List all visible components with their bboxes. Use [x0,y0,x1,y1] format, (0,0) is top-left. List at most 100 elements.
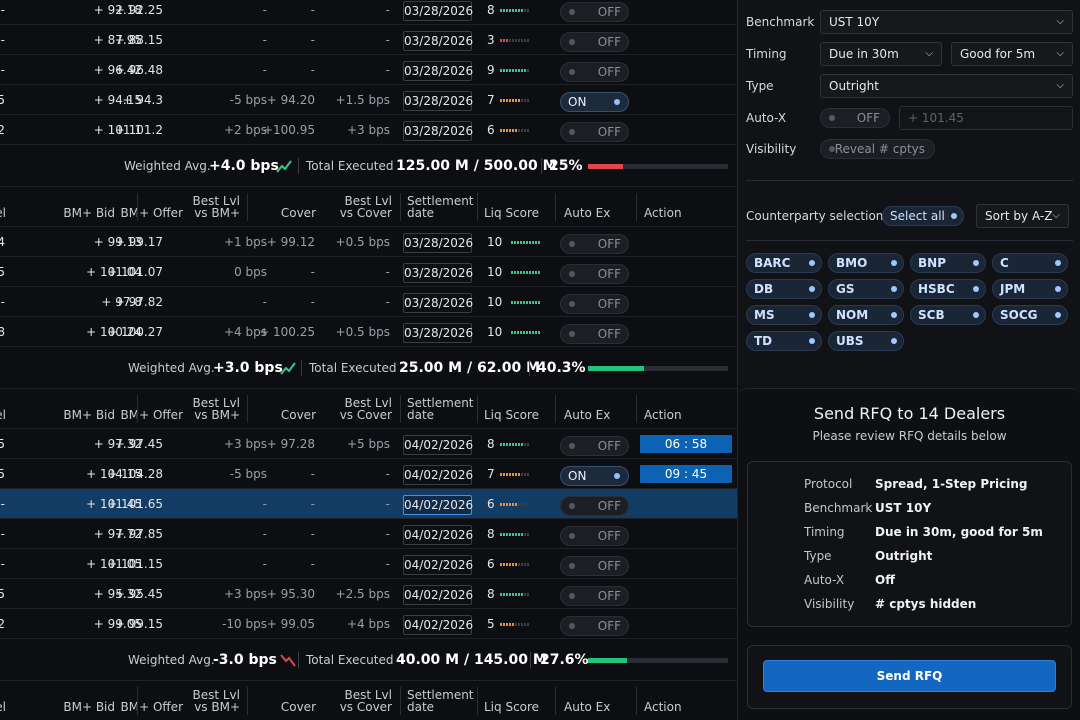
liq-dot [524,443,526,446]
action-timer[interactable]: 09 : 45 [640,465,732,483]
settlement-date-input[interactable]: 04/02/2026 [403,585,473,605]
counterparty-chip[interactable]: BMO [828,253,904,273]
liq-dot [503,593,505,596]
best-lvl-vs-cover: - [385,3,390,17]
auto-ex-toggle[interactable]: OFF [560,496,629,516]
liq-dot [524,99,526,102]
settlement-date-input[interactable]: 04/02/2026 [403,615,473,635]
table-row[interactable]: 28 + 100.24+ 100.27 +4 bps+ 100.25 +0.5 bps… [0,317,737,347]
liq-dot [503,473,505,476]
counterparty-chip[interactable]: UBS [828,331,904,351]
table-row[interactable]: - + 87.95 + 88.15- - -03/28/2026 3 OFF [0,25,737,55]
auto-ex-toggle[interactable]: OFF [560,234,629,254]
liq-dot [509,623,511,626]
table-row[interactable]: - + 92.18 + 92.25- - -03/28/2026 8 OFF [0,0,737,25]
liq-dot [515,9,517,12]
counterparty-chip[interactable]: NOM [828,305,904,325]
autox-level-input[interactable]: + 101.45 [899,106,1073,130]
settlement-date-input[interactable]: 03/28/2026 [403,121,473,141]
timing-good-select[interactable]: Good for 5m ⌵ [951,42,1073,66]
table-row[interactable]: 12 + 101.1+ 101.2 +2 bps+100.95 +3 bps 03/28… [0,115,737,145]
liq-dot [521,443,523,446]
settlement-date-input[interactable]: 03/28/2026 [403,31,473,51]
toggle-knob [891,338,897,344]
settlement-date-input[interactable]: 03/28/2026 [403,91,473,111]
autox-toggle[interactable]: OFF [820,108,890,128]
settlement-date-input[interactable]: 04/02/2026 [403,525,473,545]
liq-dot [503,503,505,506]
counterparty-chip[interactable]: DB [746,279,822,299]
table-row[interactable]: 25 + 94.15+ 94.3 -5 bps+ 94.20 +1.5 bps 03/2… [0,85,737,115]
liq-dot [521,129,523,132]
table-row[interactable]: 35 + 95.32+ 95.45 +3 bps+ 95.30 +2.5 bps 04/… [0,579,737,609]
timing-due-select[interactable]: Due in 30m ⌵ [820,42,942,66]
auto-ex-toggle[interactable]: OFF [560,556,629,576]
table-row[interactable]: - + 97.72 + 97.85- - -04/02/2026 8 OFF [0,519,737,549]
settlement-date-input[interactable]: 04/02/2026 [403,435,473,455]
counterparty-chip[interactable]: JPM [992,279,1068,299]
auto-ex-toggle[interactable]: OFF [560,2,629,22]
action-timer[interactable]: 06 : 58 [640,435,732,453]
type-select[interactable]: Outright ⌵ [820,74,1073,98]
auto-ex-label: OFF [597,35,621,49]
auto-ex-toggle[interactable]: OFF [560,526,629,546]
auto-ex-toggle[interactable]: OFF [560,324,629,344]
sort-select[interactable]: Sort by A-Z ⌵ [976,204,1069,228]
toggle-knob [569,39,575,45]
auto-ex-toggle[interactable]: ON [560,466,629,486]
liq-dot [503,563,505,566]
counterparty-chip[interactable]: TD [746,331,822,351]
settlement-date-input[interactable]: 04/02/2026 [403,495,473,515]
counterparty-chip[interactable]: SCB [910,305,986,325]
auto-ex-toggle[interactable]: OFF [560,586,629,606]
counterparty-chip[interactable]: HSBC [910,279,986,299]
toggle-knob [1055,312,1061,318]
table-row[interactable]: 25+ 104.15+ 104.28-5 bps--04/02/20267ON0… [0,459,737,489]
counterparty-chip[interactable]: MS [746,305,822,325]
settlement-date-input[interactable]: 03/28/2026 [403,61,473,81]
visibility-toggle[interactable]: Reveal # cptys [820,139,935,159]
table-row[interactable]: 14 + 99.13+ 99.17 +1 bps+ 99.12 +0.5 bps 03/… [0,227,737,257]
liq-dot [515,623,517,626]
send-rfq-button[interactable]: Send RFQ [763,660,1056,692]
column-divider [137,193,138,221]
settlement-date-input[interactable]: 03/28/2026 [403,1,473,21]
select-all-toggle[interactable]: Select all [882,206,964,226]
bm-offer: + 94.3 [122,93,163,107]
settlement-date-input[interactable]: 03/28/2026 [403,323,473,343]
auto-ex-toggle[interactable]: OFF [560,436,629,456]
counterparty-chip[interactable]: BNP [910,253,986,273]
table-row[interactable]: .2+ 99.05+ 99.15-10 bps+ 99.05+4 bps04/0… [0,609,737,639]
table-row[interactable]: - + 97.8 + 97.82- - -03/28/2026 10 OFF [0,287,737,317]
counterparty-chip[interactable]: SOCG [992,305,1068,325]
settlement-date-input[interactable]: 04/02/2026 [403,465,473,485]
auto-ex-toggle[interactable]: ON [560,92,629,112]
timing-due-value: Due in 30m [829,47,899,61]
auto-ex-toggle[interactable]: OFF [560,616,629,636]
table-row[interactable]: - + 96.42 + 96.48- - -03/28/2026 9 OFF [0,55,737,85]
settlement-date-input[interactable]: 04/02/2026 [403,555,473,575]
send-rfq-container: Send RFQ [747,645,1072,709]
auto-ex-toggle[interactable]: OFF [560,32,629,52]
auto-ex-toggle[interactable]: OFF [560,62,629,82]
auto-ex-toggle[interactable]: OFF [560,264,629,284]
counterparty-chip[interactable]: GS [828,279,904,299]
auto-ex-toggle[interactable]: OFF [560,294,629,314]
benchmark-select[interactable]: UST 10Y ⌵ [820,10,1073,34]
table-row[interactable]: 35 + 97.32+ 97.45 +3 bps+ 97.28 +5 bps 04/02… [0,429,737,459]
auto-ex-toggle[interactable]: OFF [560,122,629,142]
hdr-settlement: Settlement [407,194,474,208]
bm-bid: + 97.8 [101,295,142,309]
liq-dot [512,99,514,102]
liq-dot [538,331,540,334]
table-row[interactable]: - + 101.05 + 101.15- - -04/02/2026 6 OFF [0,549,737,579]
counterparty-chip[interactable]: BARC [746,253,822,273]
settlement-date-input[interactable]: 03/28/2026 [403,233,473,253]
settlement-date-input[interactable]: 03/28/2026 [403,263,473,283]
liq-dot [500,129,502,132]
counterparty-chip[interactable]: C [992,253,1068,273]
settlement-date-input[interactable]: 03/28/2026 [403,293,473,313]
table-row[interactable]: - + 101.45 + 101.65- - -04/02/2026 6 OFF [0,489,737,519]
